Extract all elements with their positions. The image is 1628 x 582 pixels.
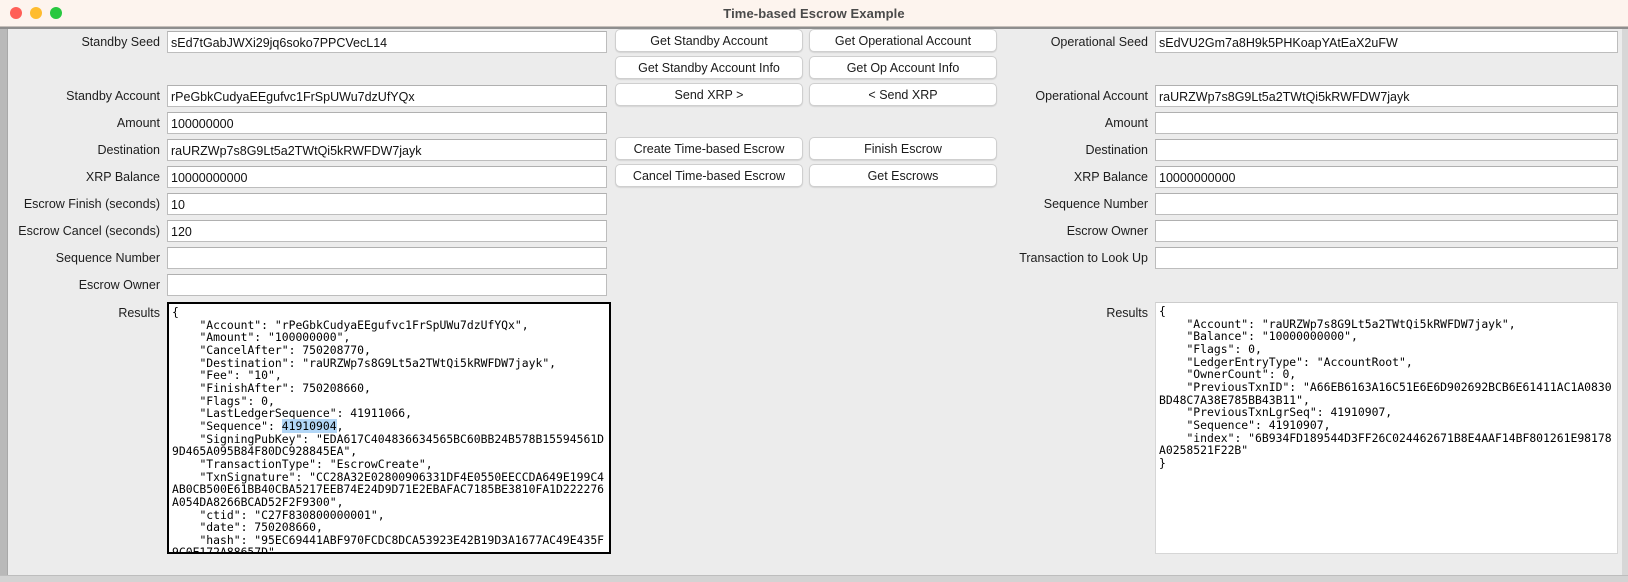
transaction-lookup-row: Transaction to Look Up [1000, 245, 1622, 271]
standby-account-input[interactable]: rPeGbkCudyaEEgufvc1FrSpUWu7dzUfYQx [167, 85, 607, 107]
standby-sequence-number-row: Sequence Number [8, 245, 611, 271]
escrow-cancel-input[interactable]: 120 [167, 220, 607, 242]
title-bar: Time-based Escrow Example [0, 0, 1628, 27]
standby-xrp-balance-input[interactable]: 10000000000 [167, 166, 607, 188]
standby-results-post: , "SigningPubKey": "EDA617C404836634565B… [172, 418, 605, 554]
create-finish-escrow-button-row: Create Time-based Escrow Finish Escrow [611, 137, 1000, 163]
operational-panel: Operational Seed sEdVU2Gm7a8H9k5PHKoapYA… [1000, 29, 1622, 554]
get-operational-account-button[interactable]: Get Operational Account [809, 29, 997, 52]
standby-panel: Standby Seed sEd7tGabJWXi29jq6soko7PPCVe… [8, 29, 611, 554]
escrow-finish-row: Escrow Finish (seconds) 10 [8, 191, 611, 217]
form-grid: Standby Seed sEd7tGabJWXi29jq6soko7PPCVe… [8, 29, 1622, 575]
create-time-based-escrow-button[interactable]: Create Time-based Escrow [615, 137, 803, 160]
get-account-info-button-row: Get Standby Account Info Get Op Account … [611, 56, 1000, 82]
operational-xrp-balance-row: XRP Balance 10000000000 [1000, 164, 1622, 190]
escrow-finish-label: Escrow Finish (seconds) [23, 197, 160, 211]
get-standby-account-button[interactable]: Get Standby Account [615, 29, 803, 52]
operational-results-row: Results { "Account": "raURZWp7s8G9Lt5a2T… [1000, 302, 1622, 554]
standby-sequence-number-label: Sequence Number [55, 251, 160, 265]
standby-xrp-balance-row: XRP Balance 10000000000 [8, 164, 611, 190]
operational-escrow-owner-input[interactable] [1155, 220, 1618, 242]
operational-account-row: Operational Account raURZWp7s8G9Lt5a2TWt… [1000, 83, 1622, 109]
operational-results-label: Results [1106, 306, 1148, 320]
standby-seed-row: Standby Seed sEd7tGabJWXi29jq6soko7PPCVe… [8, 29, 611, 55]
left-edge-gutter [0, 29, 8, 575]
transaction-lookup-label: Transaction to Look Up [1019, 251, 1148, 265]
standby-escrow-owner-input[interactable] [167, 274, 607, 296]
window-title: Time-based Escrow Example [723, 5, 905, 21]
operational-amount-label: Amount [1104, 116, 1148, 130]
standby-destination-label: Destination [97, 143, 160, 157]
standby-destination-row: Destination raURZWp7s8G9Lt5a2TWtQi5kRWFD… [8, 137, 611, 163]
escrow-finish-input[interactable]: 10 [167, 193, 607, 215]
window-controls [10, 0, 62, 26]
escrow-cancel-row: Escrow Cancel (seconds) 120 [8, 218, 611, 244]
standby-results-selection: 41910904 [281, 418, 337, 433]
standby-amount-row: Amount 100000000 [8, 110, 611, 136]
operational-sequence-number-label: Sequence Number [1043, 197, 1148, 211]
window-bottom-strip [0, 575, 1628, 582]
get-op-account-info-button[interactable]: Get Op Account Info [809, 56, 997, 79]
send-xrp-to-operational-button[interactable]: Send XRP > [615, 83, 803, 106]
standby-xrp-balance-label: XRP Balance [85, 170, 160, 184]
cancel-get-escrow-button-row: Cancel Time-based Escrow Get Escrows [611, 164, 1000, 190]
minimize-window-button[interactable] [30, 7, 42, 19]
standby-account-label: Standby Account [66, 89, 160, 103]
operational-amount-input[interactable] [1155, 112, 1618, 134]
standby-escrow-owner-label: Escrow Owner [78, 278, 160, 292]
send-xrp-button-row: Send XRP > < Send XRP [611, 83, 1000, 109]
send-xrp-to-standby-button[interactable]: < Send XRP [809, 83, 997, 106]
operational-account-input[interactable]: raURZWp7s8G9Lt5a2TWtQi5kRWFDW7jayk [1155, 85, 1618, 107]
operational-xrp-balance-input[interactable]: 10000000000 [1155, 166, 1618, 188]
standby-sequence-number-input[interactable] [167, 247, 607, 269]
operational-sequence-number-row: Sequence Number [1000, 191, 1622, 217]
standby-seed-label: Standby Seed [81, 35, 160, 49]
standby-escrow-owner-row: Escrow Owner [8, 272, 611, 298]
standby-seed-input[interactable]: sEd7tGabJWXi29jq6soko7PPCVecL14 [167, 31, 607, 53]
standby-results-pre: { "Account": "rPeGbkCudyaEEgufvc1FrSpUWu… [172, 305, 557, 433]
standby-amount-label: Amount [116, 116, 160, 130]
operational-destination-row: Destination [1000, 137, 1622, 163]
action-buttons-panel: Get Standby Account Get Operational Acco… [611, 29, 1000, 191]
finish-escrow-button[interactable]: Finish Escrow [809, 137, 997, 160]
operational-destination-label: Destination [1085, 143, 1148, 157]
operational-sequence-number-input[interactable] [1155, 193, 1618, 215]
standby-results-textarea[interactable]: { "Account": "rPeGbkCudyaEEgufvc1FrSpUWu… [167, 302, 611, 554]
operational-xrp-balance-label: XRP Balance [1073, 170, 1148, 184]
standby-account-row: Standby Account rPeGbkCudyaEEgufvc1FrSpU… [8, 83, 611, 109]
operational-amount-row: Amount [1000, 110, 1622, 136]
get-accounts-button-row: Get Standby Account Get Operational Acco… [611, 29, 1000, 55]
maximize-window-button[interactable] [50, 7, 62, 19]
cancel-time-based-escrow-button[interactable]: Cancel Time-based Escrow [615, 164, 803, 187]
operational-escrow-owner-label: Escrow Owner [1066, 224, 1148, 238]
standby-results-row: Results { "Account": "rPeGbkCudyaEEgufvc… [8, 302, 611, 554]
escrow-cancel-label: Escrow Cancel (seconds) [18, 224, 160, 238]
operational-seed-row: Operational Seed sEdVU2Gm7a8H9k5PHKoapYA… [1000, 29, 1622, 55]
operational-destination-input[interactable] [1155, 139, 1618, 161]
operational-results-textarea[interactable]: { "Account": "raURZWp7s8G9Lt5a2TWtQi5kRW… [1155, 302, 1618, 554]
standby-results-label: Results [118, 306, 160, 320]
standby-amount-input[interactable]: 100000000 [167, 112, 607, 134]
operational-seed-input[interactable]: sEdVU2Gm7a8H9k5PHKoapYAtEaX2uFW [1155, 31, 1618, 53]
right-edge-gutter [1622, 29, 1628, 575]
operational-account-label: Operational Account [1035, 89, 1148, 103]
get-escrows-button[interactable]: Get Escrows [809, 164, 997, 187]
operational-escrow-owner-row: Escrow Owner [1000, 218, 1622, 244]
close-window-button[interactable] [10, 7, 22, 19]
window-body: Standby Seed sEd7tGabJWXi29jq6soko7PPCVe… [0, 27, 1628, 575]
operational-seed-label: Operational Seed [1050, 35, 1148, 49]
standby-destination-input[interactable]: raURZWp7s8G9Lt5a2TWtQi5kRWFDW7jayk [167, 139, 607, 161]
get-standby-account-info-button[interactable]: Get Standby Account Info [615, 56, 803, 79]
transaction-lookup-input[interactable] [1155, 247, 1618, 269]
